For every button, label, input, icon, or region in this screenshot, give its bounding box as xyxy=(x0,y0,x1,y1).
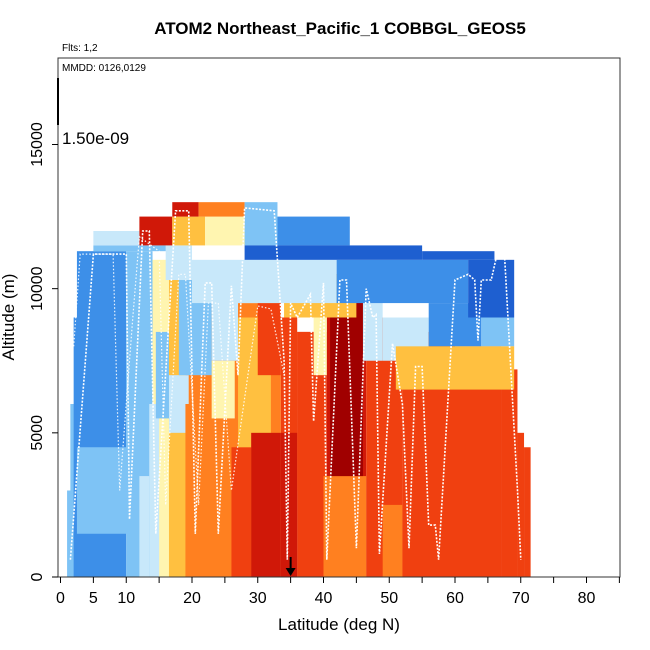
x-axis: 0 5 10 20 30 40 50 60 70 80 xyxy=(56,577,620,607)
heatmap-cell xyxy=(231,447,252,577)
heatmap-column xyxy=(517,432,525,577)
y-tick-label: 5000 xyxy=(29,415,46,451)
heatmap-cell xyxy=(211,360,235,419)
x-tick-label: 10 xyxy=(117,590,135,607)
y-axis-label: Altitude (m) xyxy=(0,274,18,361)
y-tick-label: 0 xyxy=(29,572,46,581)
date-annotation: MMDD: 0126,0129 xyxy=(62,63,146,74)
chart-title: ATOM2 Northeast_Pacific_1 COBBGL_GEOS5 xyxy=(154,19,526,38)
flights-annotation: Flts: 1,2 xyxy=(62,43,98,54)
heatmap-cell xyxy=(323,476,367,577)
heatmap-cell xyxy=(165,245,192,281)
y-axis: 0 5000 10000 15000 xyxy=(29,122,58,581)
heatmap-cell xyxy=(93,231,140,246)
heatmap-cell xyxy=(362,288,383,361)
heatmap-cell xyxy=(382,504,403,577)
heatmap-cell xyxy=(198,202,245,217)
x-tick-label: 20 xyxy=(183,590,201,607)
heatmap-cell xyxy=(297,331,314,491)
heatmap-cell xyxy=(155,331,169,419)
x-tick-label: 70 xyxy=(512,590,530,607)
heatmap-cell xyxy=(205,216,245,246)
heatmap-cell xyxy=(139,476,150,577)
heatmap-column xyxy=(524,447,531,577)
plot-frame xyxy=(57,57,621,578)
heatmap-cell xyxy=(277,216,350,246)
latitude-marker-arrow xyxy=(285,557,296,576)
heatmap-cell xyxy=(244,245,423,260)
heatmap-cell xyxy=(192,259,337,304)
heatmap-cell xyxy=(251,432,281,577)
flight-track-1 xyxy=(69,207,522,560)
x-tick-label: 60 xyxy=(446,590,464,607)
heatmap-cell xyxy=(185,404,206,577)
heatmap-cell xyxy=(481,317,515,347)
heatmap-cell xyxy=(257,303,281,376)
heatmap-cell xyxy=(168,432,186,577)
heatmap-cell xyxy=(336,259,469,304)
colorbar-value-label: 1.50e-09 xyxy=(62,129,129,148)
x-tick-label: 0 xyxy=(56,590,65,607)
heatmap-cell xyxy=(168,375,189,433)
heatmap-column xyxy=(501,369,518,577)
heatmap-cell xyxy=(139,216,173,246)
heatmap-cell xyxy=(126,317,153,477)
x-tick-label: 50 xyxy=(380,590,398,607)
heatmap-cell xyxy=(395,346,515,390)
marker-head xyxy=(285,568,296,576)
plot-area xyxy=(67,202,531,577)
x-tick-label: 5 xyxy=(89,590,98,607)
x-axis-label: Latitude (deg N) xyxy=(278,615,400,634)
y-tick-label: 10000 xyxy=(29,266,46,311)
heatmap-cell xyxy=(205,418,232,577)
x-tick-label: 80 xyxy=(578,590,596,607)
y-tick-label: 15000 xyxy=(29,122,46,167)
x-tick-label: 30 xyxy=(249,590,267,607)
heatmap-cell xyxy=(172,202,199,217)
heatmap-cell xyxy=(280,432,298,577)
heatmap-cell xyxy=(93,245,166,252)
x-tick-label: 40 xyxy=(315,590,333,607)
heatmap-cell xyxy=(422,251,495,260)
